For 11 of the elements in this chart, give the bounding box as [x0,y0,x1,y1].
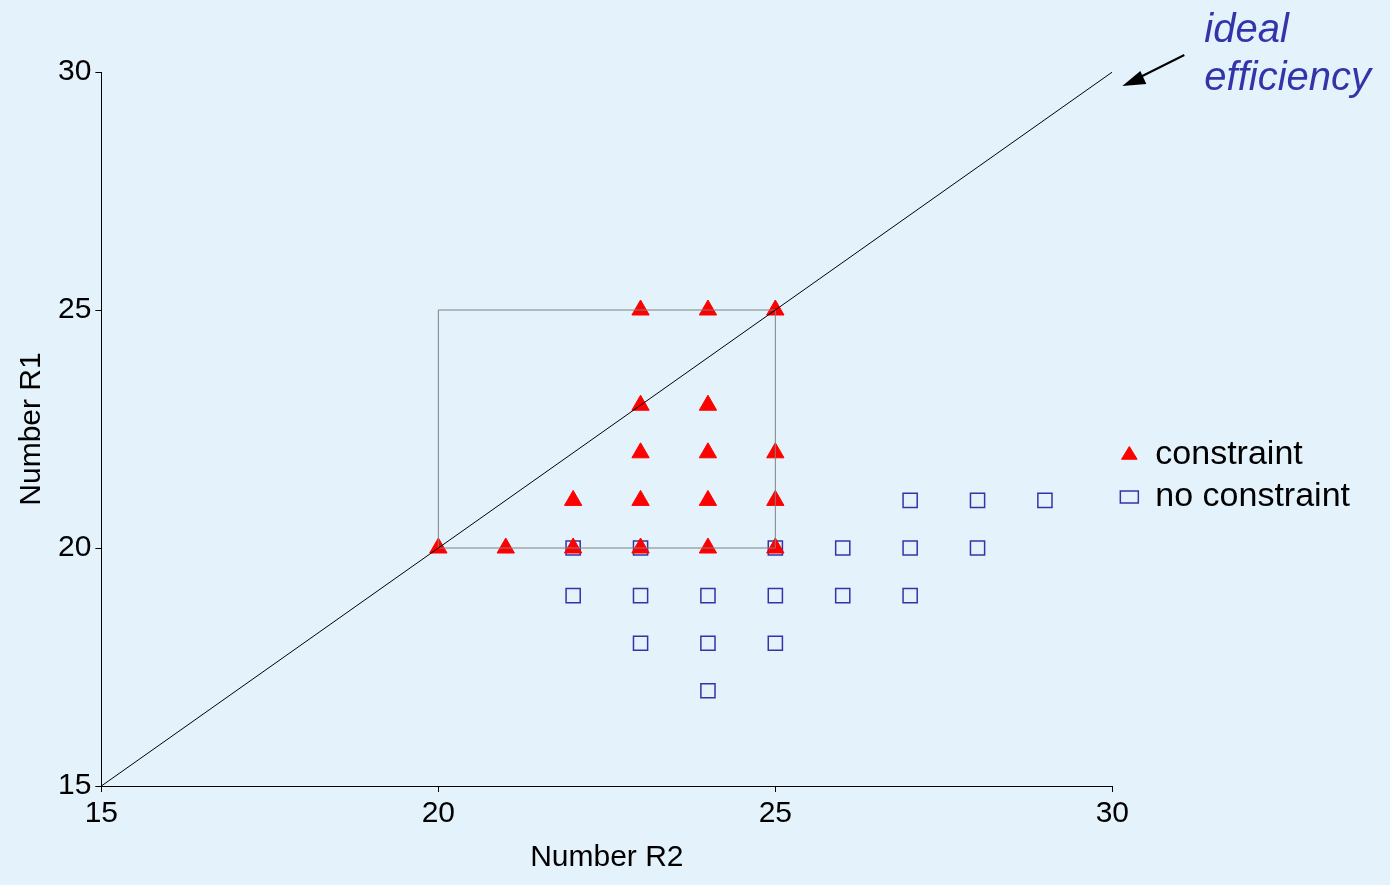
annotation: ideal efficiency [1204,6,1375,98]
x-tick-label: 30 [1095,795,1130,829]
y-tick-label: 20 [57,529,92,563]
legend-label: no constraint [1155,475,1351,514]
x-tick-label: 20 [421,795,456,829]
y-tick-label: 30 [57,53,92,87]
legend-label: constraint [1155,433,1304,472]
y-axis-title: Number R1 [13,352,47,506]
x-tick-label: 25 [758,795,793,829]
x-axis-title: Number R2 [530,839,684,873]
y-tick-label: 25 [57,291,92,325]
